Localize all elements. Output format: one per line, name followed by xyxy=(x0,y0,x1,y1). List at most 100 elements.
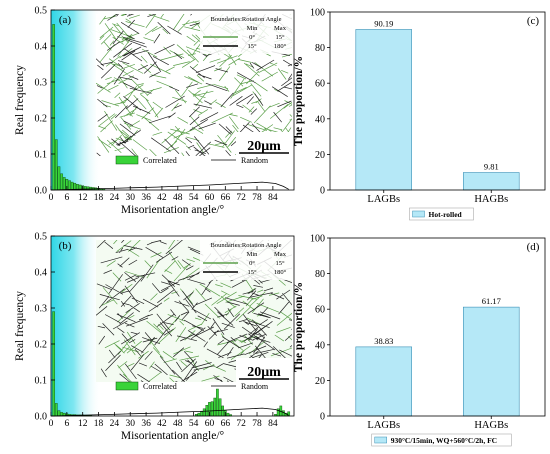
panel-a-histogram: Boundaries:Rotation Angle Min Max 0° 15° 15° 1… xyxy=(14,6,295,216)
x-tick-label: 18 xyxy=(94,193,104,203)
correlated-bar xyxy=(205,405,209,417)
y-tick-label: 20 xyxy=(315,150,325,161)
inset-legend-bg xyxy=(200,240,292,280)
low-angle-band xyxy=(51,10,102,190)
x-tick-label: 18 xyxy=(94,419,104,429)
x-tick-label: 60 xyxy=(205,193,215,203)
category-label: LAGBs xyxy=(367,420,400,431)
y-tick-label: 0.3 xyxy=(35,304,48,315)
scale-bar-bg xyxy=(236,132,292,156)
x-tick-label: 0 xyxy=(49,419,54,429)
bar-value-label: 90.19 xyxy=(374,18,393,28)
y-tick-label: 0.2 xyxy=(35,114,48,125)
inset-legend-title: Boundaries:Rotation Angle xyxy=(211,242,282,249)
legend-box xyxy=(371,433,512,447)
legend-label: Hot-rolled xyxy=(429,210,463,219)
y-tick-label: 80 xyxy=(315,269,325,280)
random-distribution-line xyxy=(50,181,289,191)
inset-legend-min-header: Min xyxy=(247,25,259,32)
panel-d-proportion-chart: 38.83 LAGBs 61.17 HAGBs 0 20 40 60 80 100 The prop… xyxy=(293,234,546,447)
category-label: HAGBs xyxy=(474,194,508,205)
correlated-bar xyxy=(287,411,291,417)
legend-correlated-swatch xyxy=(115,155,139,165)
legend-correlated-swatch xyxy=(115,381,139,391)
low-angle-band xyxy=(51,236,102,416)
y-tick-label: 20 xyxy=(315,376,325,387)
y-axis-label: Real frequency xyxy=(14,291,26,361)
legend-random-label: Random xyxy=(241,382,269,391)
correlated-bar xyxy=(57,166,61,191)
proportion-bar xyxy=(462,172,520,191)
correlated-bar xyxy=(213,397,217,417)
inset-legend-max-header: Max xyxy=(274,25,287,32)
correlated-bar xyxy=(57,410,61,417)
correlated-bar xyxy=(62,177,66,191)
scale-bar-bg xyxy=(236,358,292,382)
inset-legend-max: 15° xyxy=(275,34,285,41)
y-tick-label: 100 xyxy=(310,8,325,19)
y-tick-label: 60 xyxy=(315,79,325,90)
correlated-bar xyxy=(54,139,58,191)
panel-b-histogram: Boundaries:Rotation Angle Min Max 0° 15° 15° 1… xyxy=(14,232,295,442)
x-axis-label: Misorientation angle/° xyxy=(121,204,225,216)
x-tick-label: 66 xyxy=(221,193,231,203)
correlated-bar xyxy=(218,398,222,417)
inset-legend-max: 180° xyxy=(274,269,287,276)
x-axis-label: Misorientation angle/° xyxy=(121,430,225,442)
correlated-bar xyxy=(52,24,55,191)
category-label: HAGBs xyxy=(474,420,508,431)
legend-correlated-label: Correlated xyxy=(143,382,177,391)
y-axis-label: The proportion/% xyxy=(293,56,305,146)
x-tick-label: 36 xyxy=(141,419,151,429)
correlated-bar xyxy=(86,186,90,191)
correlated-bar xyxy=(202,408,206,417)
y-tick-label: 40 xyxy=(315,114,325,125)
y-tick-label: 0 xyxy=(320,186,325,197)
scale-bar-label: 20μm xyxy=(247,365,281,380)
x-tick-label: 48 xyxy=(173,193,183,203)
panel-label: (c) xyxy=(527,15,540,27)
y-tick-label: 0.5 xyxy=(35,6,48,17)
y-tick-label: 0.4 xyxy=(35,42,48,53)
y-tick-label: 40 xyxy=(315,340,325,351)
inset-legend-min: 15° xyxy=(247,269,257,276)
correlated-bar xyxy=(210,401,214,417)
x-tick-label: 84 xyxy=(268,419,278,429)
inset-legend-min-header: Min xyxy=(247,251,259,258)
legend-swatch xyxy=(374,436,387,444)
x-tick-label: 6 xyxy=(64,193,69,203)
x-tick-label: 54 xyxy=(189,193,199,203)
proportion-bar xyxy=(355,346,412,417)
x-tick-label: 66 xyxy=(221,419,231,429)
category-label: LAGBs xyxy=(367,194,400,205)
plot-frame xyxy=(329,11,546,191)
x-tick-label: 72 xyxy=(236,419,246,429)
legend-random-label: Random xyxy=(241,156,269,165)
correlated-bar xyxy=(52,311,55,417)
correlated-bar xyxy=(70,181,74,191)
x-tick-label: 78 xyxy=(252,419,262,429)
plot-frame xyxy=(329,237,546,417)
inset-legend-max: 15° xyxy=(275,260,285,267)
panel-label: (b) xyxy=(59,240,72,252)
legend-box xyxy=(409,207,474,221)
random-distribution-line xyxy=(50,407,289,417)
proportion-bar xyxy=(355,29,412,191)
x-tick-label: 54 xyxy=(189,419,199,429)
proportion-bar xyxy=(462,306,520,417)
correlated-bar xyxy=(216,388,219,417)
x-tick-label: 78 xyxy=(252,193,262,203)
plot-frame xyxy=(50,235,295,417)
inset-legend: Boundaries:Rotation Angle Min Max 0° 15° 15° 1… xyxy=(200,240,292,280)
correlated-bar xyxy=(54,403,58,417)
x-tick-label: 36 xyxy=(141,193,151,203)
y-tick-label: 0 xyxy=(320,412,325,423)
x-tick-label: 6 xyxy=(64,419,69,429)
inset-legend-title: Boundaries:Rotation Angle xyxy=(211,16,282,23)
correlated-bar xyxy=(226,412,230,417)
bar-value-label: 38.83 xyxy=(374,336,393,346)
legend-swatch xyxy=(412,210,425,218)
y-tick-label: 0.3 xyxy=(35,78,48,89)
y-tick-label: 0.1 xyxy=(35,376,48,387)
